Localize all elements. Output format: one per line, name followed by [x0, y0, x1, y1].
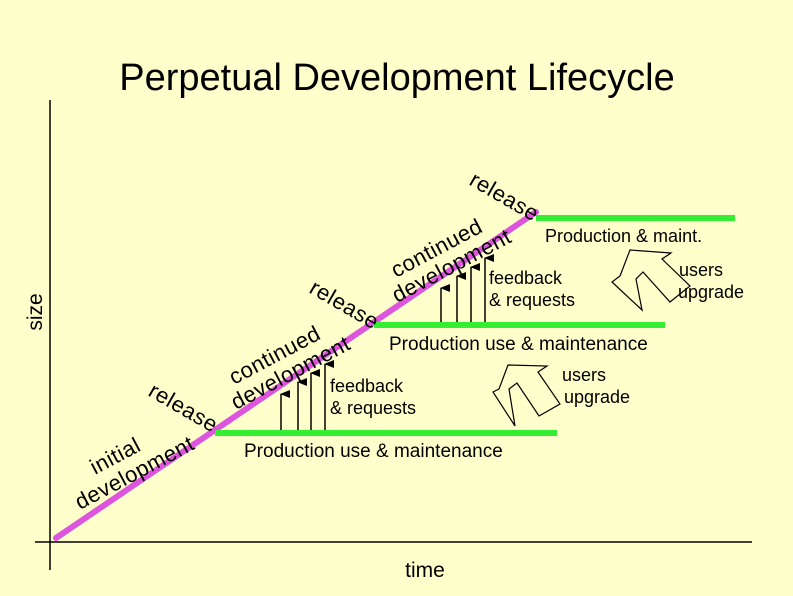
upgrade-label-lower-1: users	[562, 365, 606, 385]
feedback-label-lower-1: feedback	[330, 376, 404, 396]
x-axis-label: time	[405, 559, 445, 582]
feedback-label-lower-2: & requests	[330, 398, 416, 418]
production-label-lower: Production use & maintenance	[244, 441, 503, 462]
upgrade-label-upper-2: upgrade	[678, 282, 744, 302]
phase-release-2: release	[306, 275, 384, 334]
page-title: Perpetual Development Lifecycle	[119, 57, 675, 99]
upgrade-label-lower-2: upgrade	[564, 387, 630, 407]
feedback-label-upper-1: feedback	[489, 268, 563, 288]
feedback-arrows-upper	[440, 254, 494, 322]
upgrade-arrow-upper-icon	[611, 249, 691, 312]
y-axis-label: size	[24, 293, 47, 330]
lifecycle-line	[53, 209, 539, 541]
upgrade-label-upper-1: users	[679, 260, 723, 280]
phase-release-1: release	[145, 378, 223, 437]
production-label-middle: Production use & maintenance	[389, 334, 648, 355]
feedback-label-upper-2: & requests	[489, 290, 575, 310]
upgrade-arrow-lower-icon	[492, 364, 561, 427]
production-label-top: Production & maint.	[545, 226, 702, 246]
phase-release-3: release	[466, 167, 544, 226]
feedback-arrows-lower	[280, 360, 334, 430]
